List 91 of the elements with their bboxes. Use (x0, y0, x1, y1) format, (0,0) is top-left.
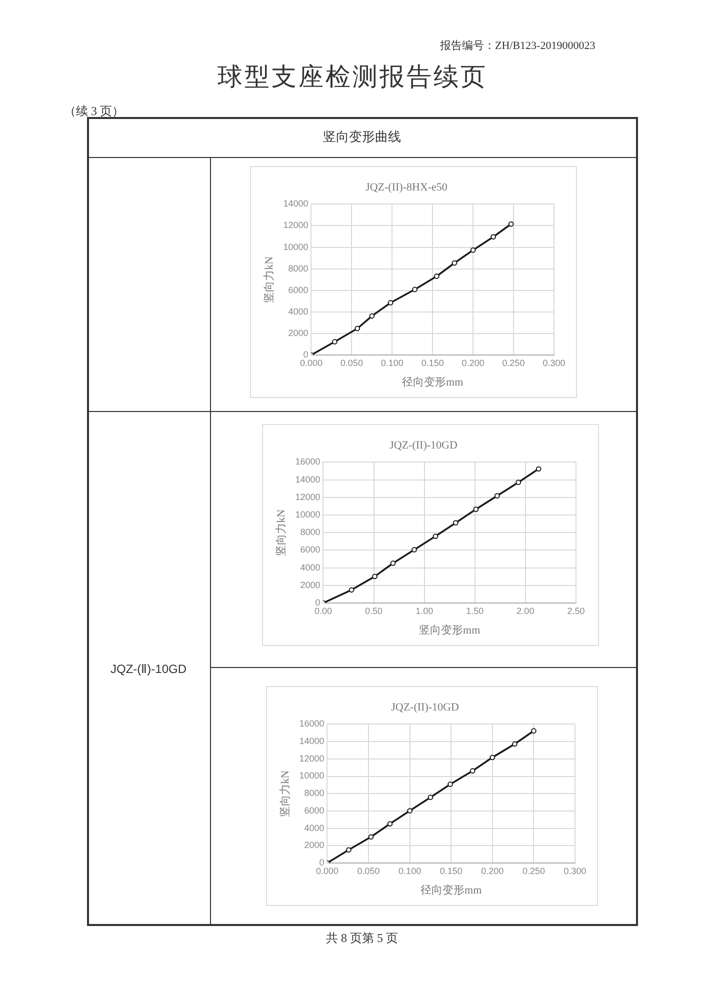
point (434, 274, 440, 279)
y-tick-label: 8000 (304, 788, 324, 798)
y-tick-label: 16000 (295, 456, 320, 467)
point (508, 221, 514, 227)
point (407, 808, 413, 814)
x-tick-label: 0.200 (481, 866, 504, 876)
y-tick-label: 4000 (304, 822, 324, 833)
x-tick-label: 2.50 (567, 606, 585, 616)
x-tick-label: 0.100 (380, 358, 404, 368)
point (531, 728, 536, 734)
point (354, 326, 360, 332)
y-tick-label: 10000 (295, 509, 320, 520)
text: 竖向变形曲线 (322, 128, 402, 146)
point (369, 313, 375, 319)
x-tick-label: 0.150 (421, 358, 444, 368)
y-tick-label: 2000 (300, 580, 320, 590)
y-tick-label: 10000 (299, 770, 324, 781)
point (452, 260, 458, 266)
x-tick-label: 0.050 (357, 866, 380, 876)
y-tick-label: 6000 (304, 805, 324, 816)
chart-title: JQZ-(II)-10GD (391, 701, 459, 714)
y-tick-label: 8000 (300, 527, 320, 538)
point (473, 506, 479, 512)
x-tick-label: 2.00 (516, 606, 534, 616)
point (516, 480, 522, 486)
y-tick-label: 12000 (299, 753, 324, 764)
point (346, 847, 352, 853)
y-axis-title: 竖向力kN (274, 509, 288, 556)
point (452, 520, 458, 526)
x-tick-label: 0.050 (340, 358, 363, 368)
y-tick-label: 14000 (283, 198, 308, 209)
point (388, 300, 394, 306)
text: 报告编号：ZH/B123-2019000023 (440, 38, 596, 53)
y-tick-label: 14000 (295, 474, 320, 484)
point (372, 574, 378, 580)
y-tick-label: 12000 (283, 220, 308, 230)
point (536, 466, 542, 472)
text: （续 3 页） (64, 103, 124, 120)
x-tick-label: 1.50 (466, 606, 484, 616)
point (432, 534, 438, 539)
point (490, 234, 496, 240)
y-tick-label: 6000 (300, 544, 320, 555)
x-tick-label: 0.000 (300, 358, 322, 368)
y-tick-label: 0 (303, 349, 308, 360)
point (470, 247, 476, 253)
y-tick-label: 4000 (288, 306, 308, 316)
point (512, 741, 518, 747)
point (368, 834, 374, 840)
point (387, 821, 393, 826)
x-axis-title: 径向变形mm (402, 375, 464, 388)
y-tick-label: 12000 (295, 492, 320, 502)
point (412, 286, 418, 292)
y-tick-label: 2000 (304, 840, 324, 850)
x-tick-label: 0.300 (564, 866, 586, 876)
y-tick-label: 10000 (283, 242, 308, 252)
point (448, 782, 453, 787)
y-tick-label: 0 (315, 597, 320, 608)
x-tick-label: 0.00 (314, 606, 332, 616)
x-tick-label: 0.50 (365, 606, 383, 616)
x-axis-title: 径向变形mm (420, 883, 482, 896)
y-axis-title: 竖向力kN (262, 256, 276, 303)
x-tick-label: 0.100 (398, 866, 422, 876)
x-tick-label: 0.000 (316, 866, 338, 876)
point (348, 587, 354, 593)
y-tick-label: 0 (319, 857, 324, 868)
chart-title: JQZ-(II)-10GD (390, 439, 458, 452)
point (332, 339, 338, 344)
x-tick-label: 1.00 (416, 606, 434, 616)
y-tick-label: 14000 (299, 736, 324, 746)
y-tick-label: 4000 (300, 562, 320, 572)
x-tick-label: 0.250 (502, 358, 525, 368)
point (390, 560, 396, 566)
text: 球型支座检测报告续页 (216, 62, 488, 93)
y-tick-label: 6000 (288, 284, 308, 295)
point (412, 547, 417, 552)
x-tick-label: 0.250 (522, 866, 545, 876)
point (470, 768, 476, 774)
x-axis-title: 竖向变形mm (419, 623, 481, 636)
chart-title: JQZ-(II)-8HX-e50 (366, 181, 448, 194)
text: JQZ-(Ⅱ)-10GD (110, 662, 188, 676)
x-tick-label: 0.150 (440, 866, 462, 876)
x-tick-label: 0.300 (542, 358, 566, 368)
x-tick-label: 0.200 (462, 358, 484, 368)
point (428, 794, 434, 800)
point (490, 754, 496, 760)
y-tick-label: 8000 (288, 263, 308, 274)
y-tick-label: 2000 (288, 328, 308, 338)
y-tick-label: 16000 (299, 718, 324, 729)
text: 共 8 页第 5 页 (325, 930, 399, 947)
point (494, 493, 500, 499)
y-axis-title: 竖向力kN (278, 770, 292, 817)
